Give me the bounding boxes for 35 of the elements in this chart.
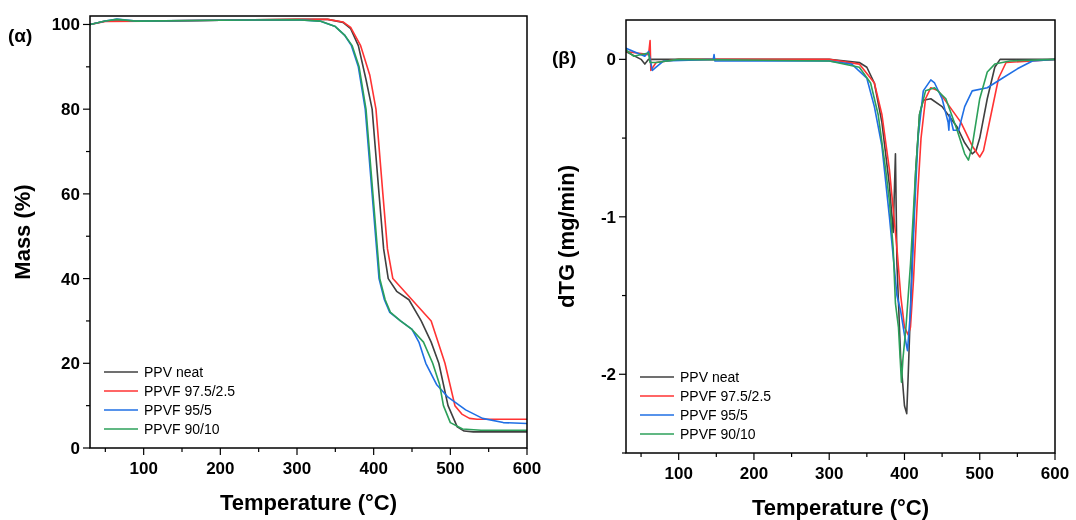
y-tick-label: 0 [606, 50, 616, 70]
text: (β) [552, 47, 577, 68]
y-axis-title: Mass (%) [10, 184, 35, 280]
y-tick-label: -2 [600, 365, 616, 385]
y-tick-label: 80 [61, 100, 80, 120]
x-tick-label: 200 [739, 464, 769, 483]
x-tick-label: 300 [815, 464, 844, 483]
y-tick-label: 0 [70, 439, 80, 458]
x-tick-label: 600 [1040, 464, 1070, 483]
x-tick-label: 500 [436, 459, 465, 478]
legend-label: PPV neat [680, 369, 740, 385]
text: (α) [8, 25, 33, 46]
legend-label: PPVF 90/10 [680, 426, 756, 442]
y-tick-label: 60 [61, 184, 80, 204]
x-tick-label: 400 [359, 459, 388, 478]
legend-label: PPVF 95/5 [680, 407, 748, 423]
x-tick-label: 300 [282, 459, 312, 478]
x-tick-label: 100 [129, 459, 158, 478]
x-axis-title: Temperature (°C) [751, 495, 930, 520]
y-tick-label: 20 [61, 354, 80, 374]
x-tick-label: 100 [664, 464, 693, 483]
legend-label: PPVF 97.5/2.5 [144, 383, 236, 399]
legend-label: PPVF 97.5/2.5 [680, 388, 772, 404]
x-tick-label: 400 [890, 464, 919, 483]
y-tick-label: 40 [61, 269, 80, 289]
x-tick-label: 600 [512, 459, 542, 478]
x-axis-title: Temperature (°C) [219, 490, 398, 515]
y-axis-title: dTG (mg/min) [554, 165, 579, 308]
y-tick-label: -1 [600, 207, 616, 227]
y-tick-label: 100 [51, 15, 80, 35]
legend-label: PPV neat [144, 364, 204, 380]
legend-label: PPVF 90/10 [144, 421, 220, 437]
x-tick-label: 500 [965, 464, 994, 483]
legend-label: PPVF 95/5 [144, 402, 212, 418]
x-tick-label: 200 [206, 459, 235, 478]
